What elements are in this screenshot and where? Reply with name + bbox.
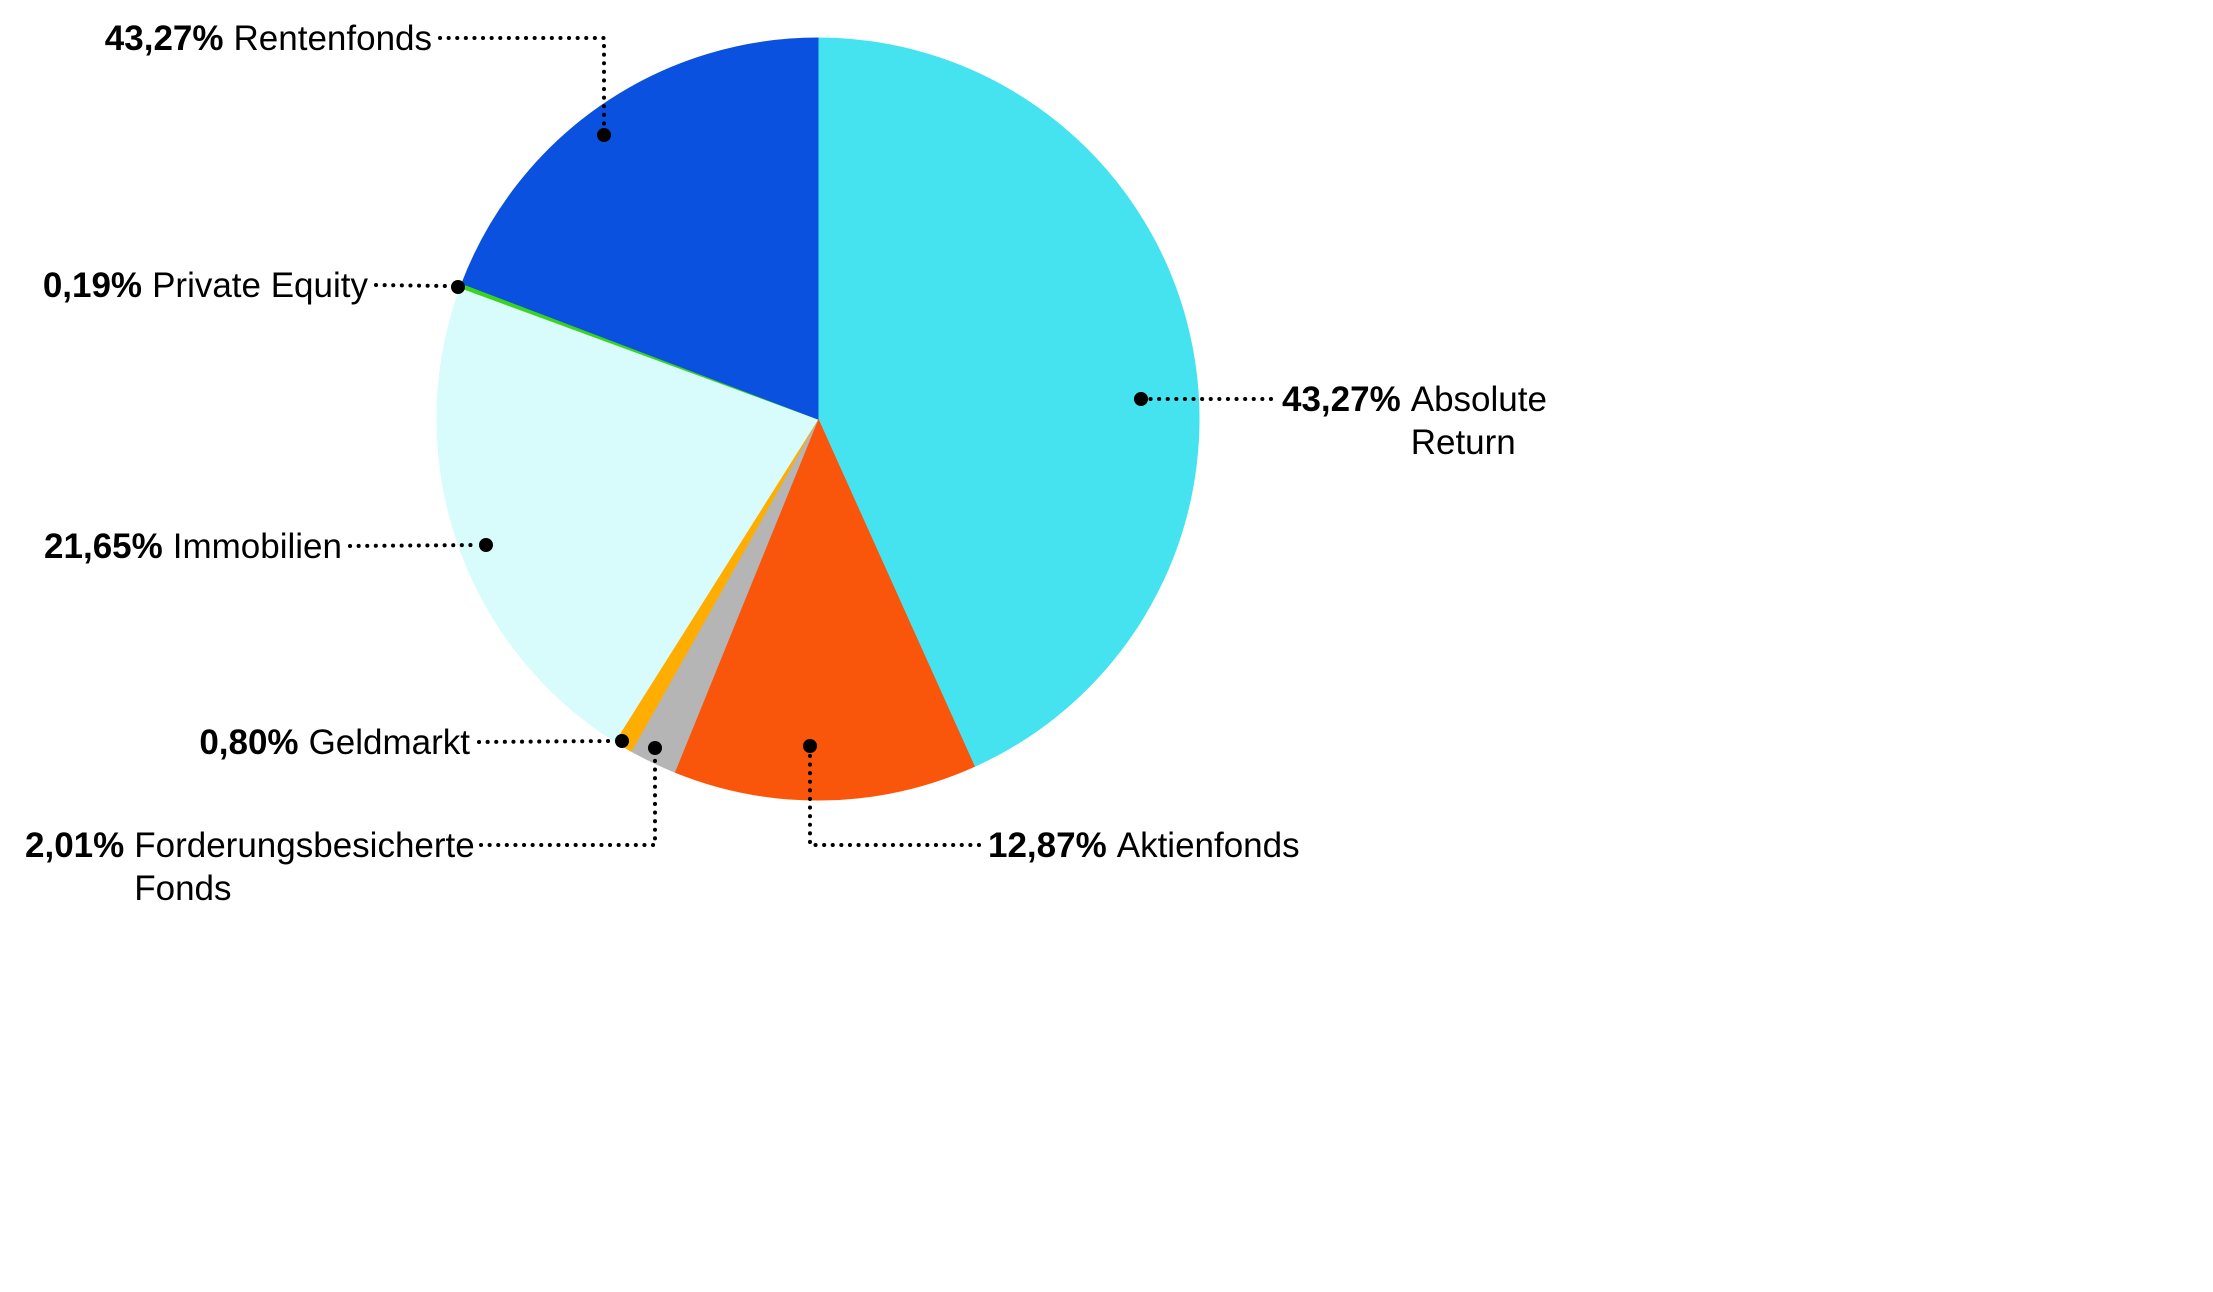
leader-dot-geldmarkt [615, 734, 629, 748]
leader-dot-private-equity [451, 280, 465, 294]
callout-forderungsbesicherte-fonds: 2,01% Forderungsbesicherte Fonds [25, 824, 479, 910]
callout-aktienfonds: 12,87% Aktienfonds [988, 824, 1300, 867]
pct-value: 43,27% [104, 19, 224, 58]
callout-absolute-return: 43,27% Absolute Return [1282, 378, 1566, 464]
pct-value: 21,65% [44, 527, 163, 566]
pie-slice-aktienfonds [673, 417, 976, 801]
pct-value: 0,19% [42, 266, 143, 305]
leader-dot-forderungsbesicherte-fonds [648, 741, 662, 755]
callout-rentenfonds: 43,27% Rentenfonds [105, 17, 432, 60]
callout-geldmarkt: 0,80% Geldmarkt [199, 721, 470, 764]
leader-line-rentenfonds [438, 36, 606, 129]
pie-slice-rentenfonds [461, 37, 819, 420]
pct-value: 0,80% [199, 723, 299, 762]
leader-line-private-equity [374, 283, 451, 288]
slice-label: Geldmarkt [308, 723, 470, 762]
leader-dot-rentenfonds [597, 128, 611, 142]
pct-value: 2,01% [25, 826, 125, 865]
slice-label: Forderungsbesicherte Fonds [134, 826, 475, 908]
pct-value: 43,27% [1282, 380, 1401, 419]
slice-label: Private Equity [152, 266, 368, 305]
slice-label: Aktienfonds [1116, 826, 1300, 865]
slice-label: Absolute Return [1410, 380, 1547, 462]
slice-label: Rentenfonds [233, 19, 432, 58]
leader-line-geldmarkt [477, 739, 615, 744]
callout-immobilien: 21,65% Immobilien [44, 525, 342, 568]
slice-label: Immobilien [172, 527, 342, 566]
pie-slice-immobilien [436, 287, 819, 743]
pie-slice-absolute-return [817, 37, 1200, 768]
pct-value: 12,87% [988, 826, 1107, 865]
leader-line-immobilien [348, 543, 479, 548]
callout-private-equity: 0,19% Private Equity [43, 264, 368, 307]
leader-dot-immobilien [479, 538, 493, 552]
leader-dot-aktienfonds [803, 739, 817, 753]
leader-dot-absolute-return [1134, 392, 1148, 406]
leader-line-forderungsbesicherte-fonds [479, 755, 657, 847]
